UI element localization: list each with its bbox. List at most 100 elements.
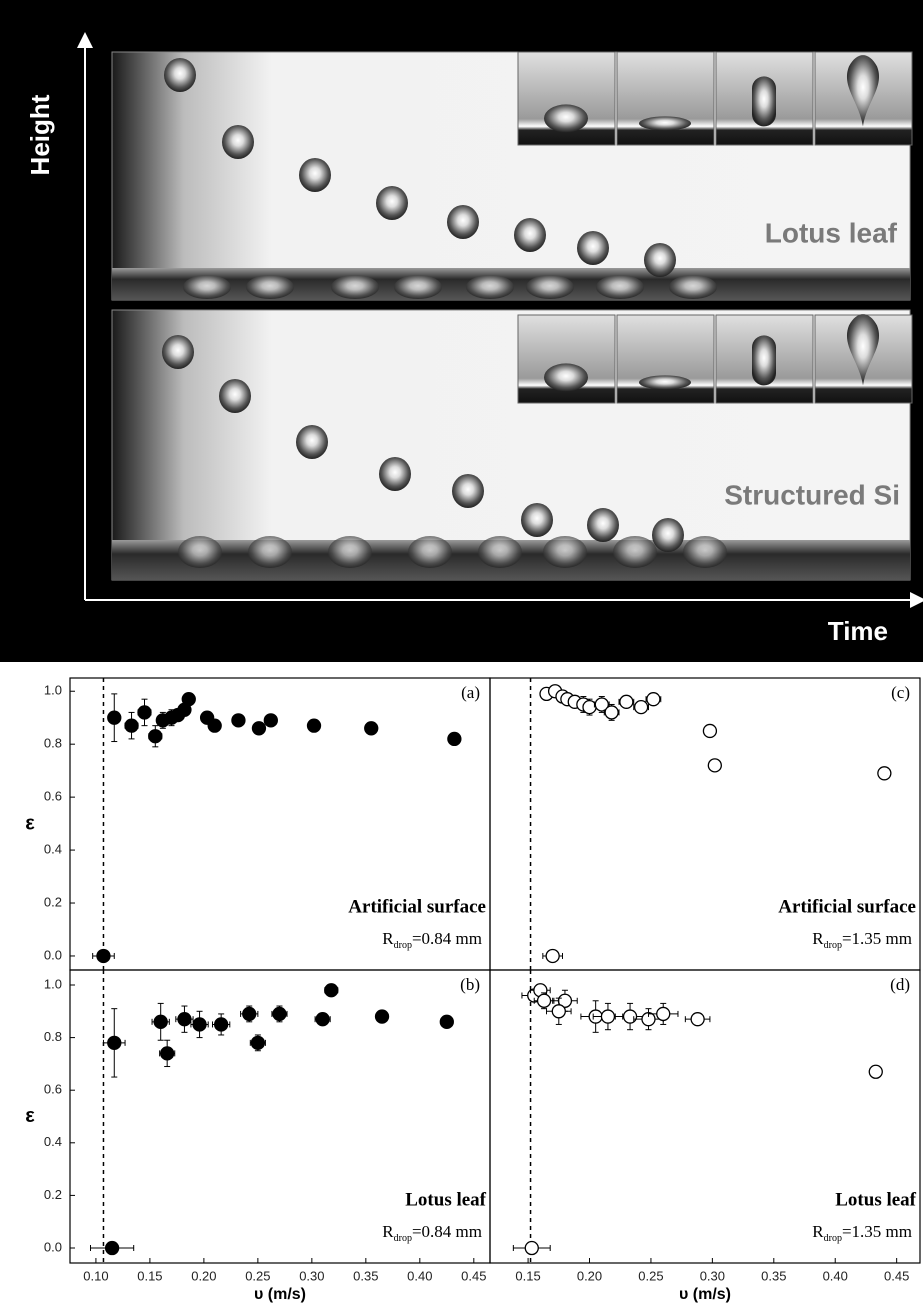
data-point <box>192 1017 207 1032</box>
y-tick-label: 1.0 <box>44 683 62 698</box>
inset-drop <box>752 335 776 386</box>
x-tick-label: 0.15 <box>137 1268 162 1283</box>
x-tick-label: 0.20 <box>191 1268 216 1283</box>
surface-label: Artificial surface <box>778 896 916 917</box>
inset-drop <box>752 76 776 127</box>
droplets <box>162 58 727 568</box>
droplet <box>408 536 452 568</box>
inset-drop <box>544 104 588 133</box>
data-point <box>702 723 718 739</box>
data-point <box>374 1009 390 1024</box>
inset-frame <box>616 51 715 146</box>
x-tick-label: 0.45 <box>884 1268 909 1283</box>
droplet <box>683 536 727 568</box>
data-point <box>231 713 246 728</box>
radius-subscript: drop <box>394 1233 412 1244</box>
data-point <box>545 948 560 964</box>
y-tick-label: 1.0 <box>44 976 62 991</box>
droplet <box>219 379 251 413</box>
y-axis-label: Height <box>25 94 55 175</box>
y-tick-label: 0.6 <box>44 1082 62 1097</box>
y-tick-label: 0.2 <box>44 894 62 909</box>
data-point <box>242 1006 257 1022</box>
x-axis-label: Time <box>828 616 888 646</box>
y-tick-label: 0.4 <box>44 1134 62 1149</box>
droplet <box>246 275 294 299</box>
data-point <box>604 705 619 720</box>
droplet <box>331 275 379 299</box>
radius-subscript: drop <box>824 1233 842 1244</box>
data-point <box>306 718 322 733</box>
inset-drop <box>544 363 588 392</box>
droplet <box>376 186 408 220</box>
droplet <box>577 231 609 265</box>
x-tick-label: 0.25 <box>245 1268 270 1283</box>
droplet <box>466 275 514 299</box>
data-point <box>181 692 196 707</box>
radius-symbol: R <box>812 1222 824 1241</box>
data-point <box>107 1035 122 1051</box>
droplet <box>613 536 657 568</box>
data-point <box>646 692 661 707</box>
droplet <box>452 474 484 508</box>
data-point <box>619 694 634 709</box>
droplet <box>299 158 331 192</box>
radius-label: Rdrop=0.84 mm <box>382 1222 482 1244</box>
y-tick-label: 0.0 <box>44 1239 62 1254</box>
panel-label: (d) <box>890 975 910 994</box>
data-point <box>524 1240 539 1256</box>
droplet <box>514 218 546 252</box>
insets <box>517 51 913 404</box>
data-point <box>153 1014 168 1029</box>
radius-label: Rdrop=1.35 mm <box>812 1222 912 1244</box>
data-point <box>656 1006 671 1022</box>
y-tick-label: 0.0 <box>44 947 62 962</box>
surface-label: Lotus leaf <box>835 1189 916 1210</box>
data-point <box>439 1014 454 1029</box>
data-point <box>447 731 462 747</box>
y-tick-label: 0.6 <box>44 789 62 804</box>
droplet <box>652 518 684 552</box>
y-tick-label: 0.8 <box>44 1029 62 1044</box>
inset-drop <box>846 314 880 386</box>
data-point <box>137 705 152 720</box>
panel-label: (b) <box>460 975 480 994</box>
x-axis-label: υ (m/s) <box>679 1286 731 1303</box>
x-tick-label: 0.25 <box>638 1268 663 1283</box>
data-point <box>868 1064 883 1079</box>
data-point <box>877 766 892 781</box>
x-tick-label: 0.35 <box>353 1268 378 1283</box>
y-tick-label: 0.8 <box>44 736 62 751</box>
data-point <box>364 721 379 736</box>
droplet <box>478 536 522 568</box>
data-point <box>251 721 267 736</box>
radius-symbol: R <box>812 929 824 948</box>
inset-frame <box>616 314 715 404</box>
data-point <box>622 1009 638 1024</box>
surface-label: Artificial surface <box>348 896 486 917</box>
radius-symbol: R <box>382 929 394 948</box>
data-point <box>250 1035 266 1051</box>
data-point <box>600 1009 616 1024</box>
radius-text: =0.84 mm <box>412 1222 482 1241</box>
radius-text: =1.35 mm <box>842 929 912 948</box>
radius-text: =1.35 mm <box>842 1222 912 1241</box>
plot-frame <box>489 969 921 1264</box>
data-point <box>690 1012 705 1027</box>
radius-symbol: R <box>382 1222 394 1241</box>
data-point <box>272 1006 287 1022</box>
data-point <box>207 718 222 733</box>
radius-subscript: drop <box>394 940 412 951</box>
droplet <box>447 205 479 239</box>
data-point <box>707 758 722 773</box>
droplet <box>328 536 372 568</box>
droplet <box>526 275 574 299</box>
x-tick-label: 0.40 <box>823 1268 848 1283</box>
y-tick-label: 0.4 <box>44 842 62 857</box>
droplet <box>183 275 231 299</box>
y-axis-label: ε <box>25 812 35 834</box>
inset-drop <box>639 375 691 390</box>
radius-subscript: drop <box>824 940 842 951</box>
